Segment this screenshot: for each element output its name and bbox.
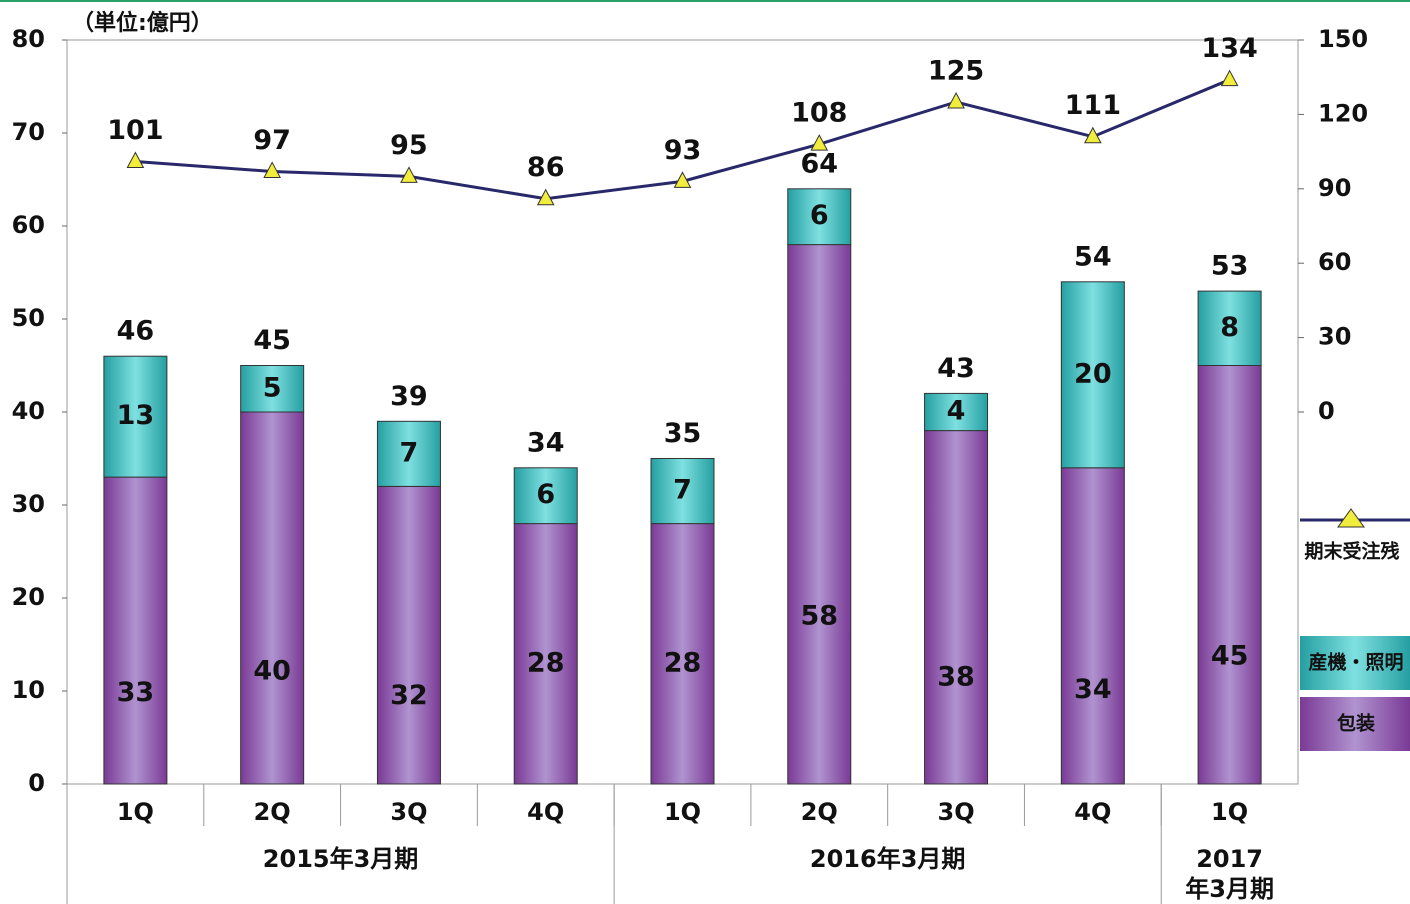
- legend-label: 包装: [1337, 712, 1375, 735]
- legend-swatch: [1300, 636, 1410, 690]
- group-label: 2017年3月期: [1185, 845, 1274, 903]
- bar-segment: [513, 467, 578, 525]
- y-tick-label: 0: [28, 769, 45, 797]
- y-tick-label: 50: [12, 304, 45, 332]
- bar-segment: [1197, 290, 1262, 367]
- segment-label: 13: [117, 400, 155, 431]
- y2-tick-label: 90: [1318, 174, 1351, 202]
- legend-label: 産機・照明: [1308, 651, 1403, 674]
- bar-segment: [650, 523, 715, 785]
- segment-label: 34: [1074, 674, 1112, 705]
- bar-segment: [650, 458, 715, 525]
- bar-segment: [103, 476, 168, 785]
- line-marker: [947, 91, 965, 109]
- bar-segment: [240, 365, 305, 413]
- line-marker: [536, 188, 555, 206]
- line-marker: [1220, 69, 1239, 87]
- total-label: 34: [527, 427, 565, 458]
- total-label: 54: [1074, 241, 1112, 272]
- y-tick-label: 20: [12, 583, 45, 611]
- line-label: 93: [664, 135, 702, 166]
- line-label: 97: [253, 125, 291, 156]
- total-label: 46: [117, 316, 155, 347]
- total-label: 45: [253, 325, 291, 356]
- unit-label: （単位:億円）: [72, 10, 213, 36]
- x-tick-label: 3Q: [390, 798, 427, 826]
- line-label: 134: [1201, 33, 1257, 64]
- y-tick-label: 80: [12, 25, 45, 53]
- line-label: 125: [928, 56, 984, 87]
- segment-label: 40: [253, 656, 291, 687]
- segment-label: 45: [1211, 640, 1249, 671]
- legend-label: 期末受注残: [1304, 540, 1399, 563]
- bar-segment: [787, 188, 852, 246]
- y2-tick-label: 0: [1318, 397, 1335, 425]
- line-label: 108: [791, 98, 847, 129]
- bar-segment: [376, 485, 441, 785]
- x-tick-label: 1Q: [117, 798, 154, 826]
- line-marker: [1083, 126, 1102, 144]
- bar-segment: [376, 420, 441, 487]
- x-tick-label: 4Q: [1074, 798, 1111, 826]
- bar-segment: [924, 392, 989, 432]
- line-marker: [810, 134, 829, 151]
- line-label: 101: [107, 115, 163, 146]
- line-marker: [126, 151, 145, 169]
- x-tick-label: 1Q: [1211, 798, 1248, 826]
- y-tick-label: 70: [12, 118, 45, 146]
- y2-tick-label: 60: [1318, 248, 1351, 276]
- bar-segment: [240, 411, 305, 785]
- segment-label: 32: [390, 680, 428, 711]
- y2-tick-label: 30: [1318, 323, 1351, 351]
- y-tick-label: 30: [12, 490, 45, 518]
- legend-swatch: [1300, 697, 1410, 751]
- legend-marker: [1337, 508, 1365, 528]
- group-label: 2015年3月期: [262, 845, 419, 873]
- segment-label: 20: [1074, 358, 1112, 389]
- segment-label: 6: [810, 200, 829, 231]
- total-label: 64: [800, 148, 838, 179]
- segment-label: 6: [536, 479, 555, 510]
- bar-segment: [924, 430, 989, 785]
- segment-label: 28: [664, 647, 702, 678]
- line-marker: [263, 161, 282, 178]
- total-label: 53: [1211, 251, 1249, 282]
- y-tick-label: 60: [12, 211, 45, 239]
- bar-segment: [1060, 467, 1125, 785]
- total-label: 43: [937, 353, 975, 384]
- segment-label: 38: [937, 662, 975, 693]
- segment-label: 7: [673, 475, 692, 506]
- segment-label: 7: [400, 437, 419, 468]
- total-label: 39: [390, 381, 428, 412]
- x-tick-label: 1Q: [664, 798, 701, 826]
- bar-segment: [1060, 281, 1125, 469]
- y2-tick-label: 150: [1318, 25, 1368, 53]
- segment-label: 28: [527, 647, 565, 678]
- line-marker: [400, 166, 418, 183]
- line-label: 86: [527, 152, 565, 183]
- x-tick-label: 4Q: [527, 798, 564, 826]
- line-marker: [673, 171, 692, 188]
- bar-segment: [103, 355, 168, 478]
- segment-label: 58: [800, 601, 838, 632]
- x-tick-label: 2Q: [801, 798, 838, 826]
- segment-label: 33: [117, 677, 155, 708]
- segment-label: 5: [263, 372, 282, 403]
- group-label: 2016年3月期: [809, 845, 966, 873]
- total-label: 35: [664, 418, 702, 449]
- y-tick-label: 40: [12, 397, 45, 425]
- x-tick-label: 2Q: [254, 798, 291, 826]
- segment-label: 4: [947, 396, 966, 427]
- y-tick-label: 10: [12, 676, 45, 704]
- bar-segment: [513, 523, 578, 785]
- line-label: 95: [390, 130, 428, 161]
- bar-segment: [787, 244, 852, 785]
- line-label: 111: [1065, 90, 1121, 121]
- x-tick-label: 3Q: [938, 798, 975, 826]
- segment-label: 8: [1220, 312, 1239, 343]
- bar-segment: [1197, 365, 1262, 785]
- y2-tick-label: 120: [1318, 99, 1368, 127]
